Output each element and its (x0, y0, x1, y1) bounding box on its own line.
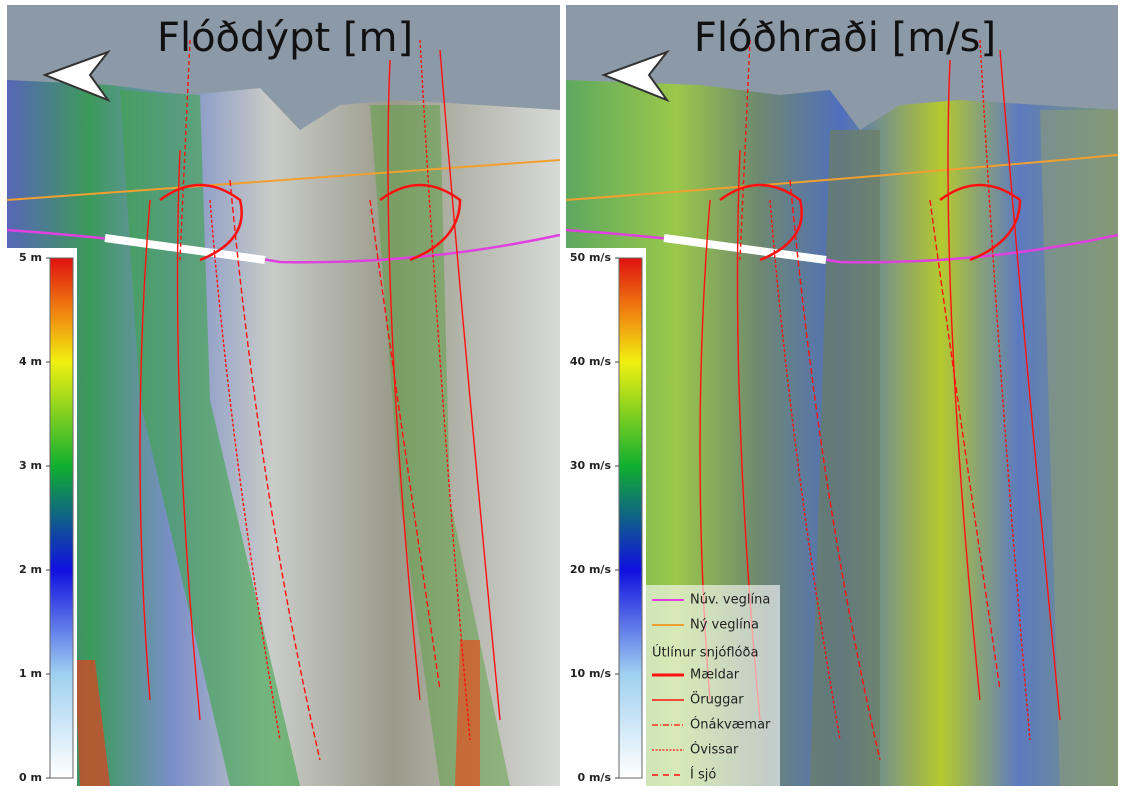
legend-label: Í sjó (690, 767, 716, 783)
colorbar-tick-label: 50 m/s (570, 251, 612, 264)
colorbar-ramp (619, 258, 642, 778)
legend-label: Ónákvæmar (690, 717, 771, 733)
panel-title: Flóðhraði [m/s] (694, 15, 996, 61)
colorbar-tick-label: 10 m/s (570, 667, 612, 680)
colorbar-tick-label: 0 m/s (577, 771, 611, 784)
colorbar: 0 m/s 10 m/s 20 m/s 30 m/s 40 m/s 50 m/s (566, 248, 646, 786)
colorbar: 0 m 1 m 2 m 3 m 4 m 5 m (7, 248, 77, 786)
legend-label: Óvissar (690, 742, 739, 758)
colorbar-tick-label: 3 m (19, 459, 42, 472)
colorbar-tick-label: 2 m (19, 563, 42, 576)
colorbar-tick-label: 30 m/s (570, 459, 612, 472)
legend: Núv. veglína Ný veglína Útlínur snjóflóða M… (646, 585, 780, 786)
legend-label: Núv. veglína (690, 593, 770, 608)
colorbar-tick-label: 20 m/s (570, 563, 612, 576)
colorbar-tick-label: 0 m (19, 771, 42, 784)
map-figure: Flóðdýpt [m] Flóðhraði [m/s] 0 m 1 m 2 m 3 … (0, 0, 1123, 791)
colorbar-tick-label: 4 m (19, 355, 42, 368)
colorbar-ramp (50, 258, 73, 778)
legend-label: Ný veglína (690, 618, 759, 633)
legend-heading: Útlínur snjóflóða (652, 645, 758, 661)
legend-label: Mældar (690, 668, 740, 683)
panel-title: Flóðdýpt [m] (157, 15, 413, 61)
legend-label: Öruggar (690, 691, 744, 708)
left-map (7, 5, 560, 786)
colorbar-tick-label: 1 m (19, 667, 42, 680)
colorbar-tick-label: 40 m/s (570, 355, 612, 368)
colorbar-tick-label: 5 m (19, 251, 42, 264)
